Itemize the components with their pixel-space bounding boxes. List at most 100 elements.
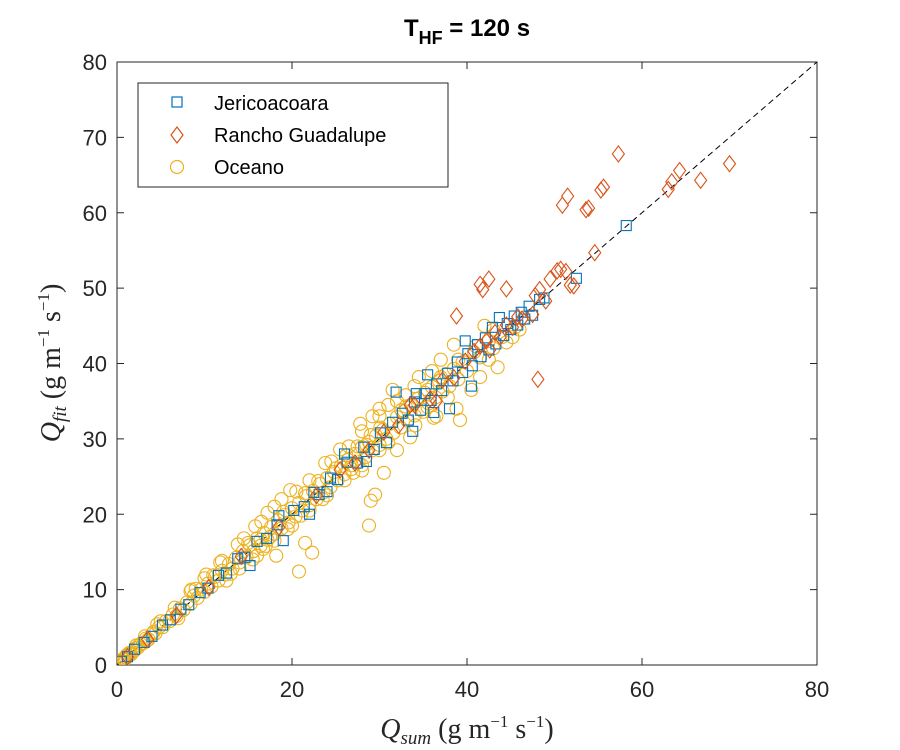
data-point [372, 443, 387, 458]
y-tick-label: 70 [83, 125, 107, 150]
data-point [465, 380, 477, 392]
x-tick-label: 60 [630, 677, 654, 702]
data-point [337, 473, 352, 488]
chart-title: THF = 120 s [404, 15, 530, 48]
data-point [318, 455, 333, 471]
data-point [447, 368, 461, 387]
data-point [387, 416, 399, 428]
data-point [422, 369, 434, 381]
data-point [620, 220, 632, 232]
y-label-var: Q [36, 422, 67, 442]
data-point [467, 342, 481, 361]
data-point [372, 401, 387, 416]
data-point [377, 423, 391, 442]
legend-circle-marker-icon [169, 159, 185, 175]
data-point [376, 465, 391, 480]
data-point [483, 341, 497, 359]
x-tick-label: 0 [111, 677, 123, 702]
data-point [596, 178, 611, 197]
data-point [398, 388, 413, 403]
data-point [368, 487, 383, 502]
data-point [365, 409, 380, 424]
data-point [515, 306, 527, 318]
data-point [457, 366, 469, 379]
title-rest: = 120 s [443, 15, 530, 42]
data-point [245, 552, 260, 567]
data-point [214, 553, 230, 569]
data-point [543, 270, 557, 288]
data-point [443, 403, 456, 415]
data-point [348, 454, 362, 472]
data-point [269, 548, 284, 563]
y-tick-label: 0 [95, 653, 107, 678]
data-point [515, 310, 529, 328]
data-point [672, 161, 687, 180]
data-point [128, 643, 141, 655]
data-point [183, 599, 195, 611]
y-tick-label: 30 [83, 427, 107, 452]
data-point [274, 492, 289, 507]
data-point [244, 559, 256, 572]
data-point [117, 651, 131, 665]
data-point [361, 518, 377, 533]
data-point [354, 424, 370, 439]
data-point [333, 460, 347, 479]
y-label-space [36, 399, 67, 406]
y-label-exp1: −1 [34, 329, 53, 347]
data-point [451, 352, 466, 367]
data-point [449, 401, 464, 416]
data-point [407, 425, 419, 437]
data-point [424, 363, 440, 379]
x-tick-label: 80 [805, 677, 829, 702]
title-main: T [404, 15, 419, 42]
title-subscript: HF [419, 28, 443, 48]
data-point [411, 370, 426, 385]
series-rancho-guadalupe [120, 145, 737, 665]
data-point [261, 532, 273, 544]
data-point [528, 286, 542, 305]
y-label-sub: fit [50, 406, 71, 423]
data-point [121, 651, 134, 663]
data-point [341, 439, 356, 454]
data-point [550, 261, 564, 280]
data-point [464, 382, 479, 397]
series-jericoacoara [117, 220, 632, 665]
data-point [213, 555, 228, 570]
data-point [588, 243, 602, 262]
data-point [532, 280, 547, 299]
x-label-exp1: −1 [490, 712, 508, 731]
data-point [246, 544, 261, 559]
data-point [436, 385, 448, 397]
data-point [493, 311, 505, 324]
data-point [477, 318, 492, 333]
data-point [183, 584, 198, 599]
data-point [426, 410, 441, 425]
data-point [169, 606, 184, 625]
x-axis-label: Qsum (g m−1 s−1) [380, 712, 553, 749]
data-point [360, 455, 372, 468]
data-point [120, 647, 135, 665]
data-point [368, 443, 380, 455]
data-point [429, 392, 444, 411]
data-point [167, 600, 182, 615]
data-point [199, 567, 214, 582]
data-point [403, 430, 418, 445]
data-point [171, 611, 186, 626]
y-tick-label: 40 [83, 352, 107, 377]
data-point [559, 262, 573, 281]
data-point [433, 352, 448, 367]
data-point [665, 172, 679, 191]
data-point [479, 331, 493, 350]
x-label-var: Q [380, 714, 400, 745]
data-point [392, 416, 406, 435]
data-point [473, 275, 487, 294]
data-point [362, 441, 376, 460]
x-label-sub: sum [401, 728, 432, 749]
data-point [722, 154, 737, 173]
data-point [693, 171, 708, 190]
data-point [459, 335, 471, 347]
y-axis-label: Qfit (g m−1 s−1) [34, 284, 71, 443]
data-point [291, 564, 307, 579]
data-point [563, 276, 577, 295]
